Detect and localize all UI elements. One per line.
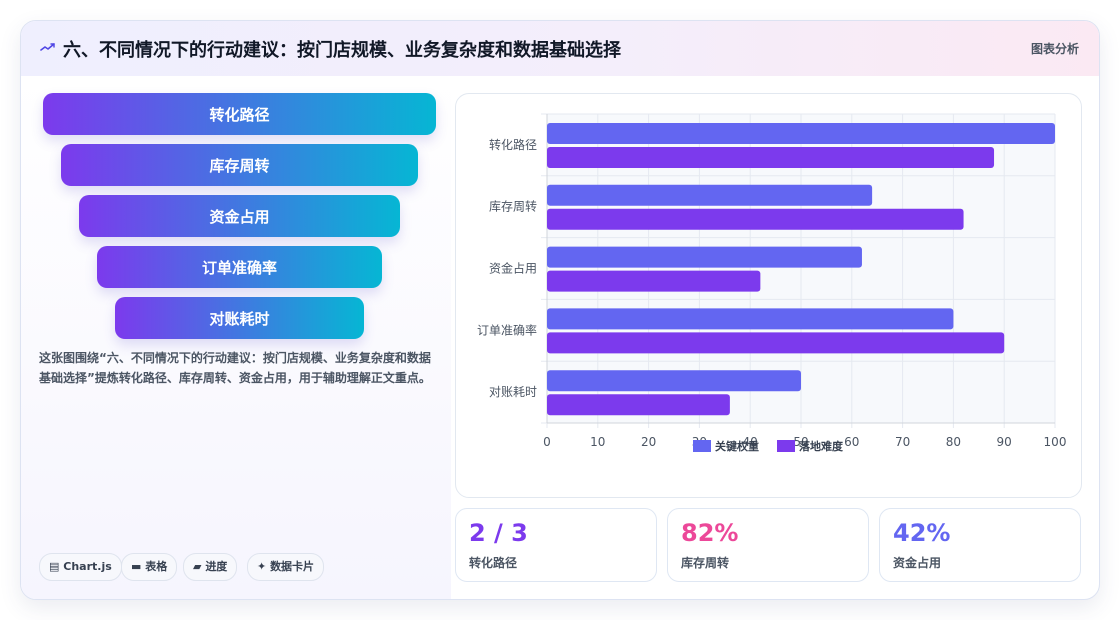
chart-icon: ▤ (49, 560, 60, 573)
trend-line-icon (40, 43, 55, 51)
bar-chart-panel: 0102030405060708090100转化路径库存周转资金占用订单准确率对… (455, 93, 1082, 498)
kpi-card-1: 2 / 3 转化路径 (455, 508, 657, 582)
x-tick-label: 60 (844, 435, 859, 449)
bar-difficulty (547, 394, 730, 416)
chip-progress[interactable]: ▰ 进度 (183, 553, 238, 581)
kpi-value: 42% (893, 519, 951, 547)
y-tick-label: 对账耗时 (489, 385, 537, 399)
bar-chart: 0102030405060708090100转化路径库存周转资金占用订单准确率对… (477, 113, 1067, 453)
kpi-label: 转化路径 (469, 556, 518, 570)
x-tick-label: 80 (946, 435, 961, 449)
funnel-step-1: 转化路径 (43, 93, 436, 135)
kpi-label: 资金占用 (893, 556, 942, 570)
bar-weight (547, 123, 1055, 144)
bar-weight (547, 308, 954, 330)
bar-difficulty (547, 332, 1005, 354)
funnel-step-5: 对账耗时 (115, 297, 364, 339)
table-icon: ▬ (131, 560, 142, 573)
page-title: 六、不同情况下的行动建议：按门店规模、业务复杂度和数据基础选择 (63, 40, 621, 61)
chip-chartjs[interactable]: ▤ Chart.js (39, 553, 122, 581)
x-tick-label: 20 (641, 435, 656, 449)
kpi-value: 2 / 3 (469, 519, 528, 547)
chart-description: 这张图围绕“六、不同情况下的行动建议：按门店规模、业务复杂度和数据基础选择”提炼… (39, 351, 431, 385)
x-tick-label: 100 (1044, 435, 1067, 449)
progress-icon: ▰ (193, 560, 202, 573)
bar-difficulty (547, 270, 761, 292)
funnel-step-3: 资金占用 (79, 195, 400, 237)
chip-label: 表格 (145, 560, 168, 573)
chip-data-card[interactable]: ✦ 数据卡片 (247, 553, 325, 581)
kpi-label: 库存周转 (681, 556, 730, 570)
legend-swatch (693, 440, 711, 452)
chip-label: Chart.js (63, 560, 112, 573)
chip-table[interactable]: ▬ 表格 (121, 553, 178, 581)
funnel-step-4: 订单准确率 (97, 246, 382, 288)
x-tick-label: 40 (743, 435, 758, 449)
chip-label: 数据卡片 (270, 560, 315, 573)
legend-label: 落地难度 (799, 439, 844, 453)
chip-label: 进度 (205, 560, 228, 573)
x-tick-label: 50 (793, 435, 808, 449)
x-tick-label: 10 (590, 435, 605, 449)
y-tick-label: 库存周转 (489, 199, 537, 214)
bar-weight (547, 184, 873, 206)
kpi-value: 82% (681, 519, 739, 547)
bar-weight (547, 246, 862, 268)
report-card: 六、不同情况下的行动建议：按门店规模、业务复杂度和数据基础选择 图表分析 转化路… (20, 20, 1100, 600)
y-tick-label: 转化路径 (489, 137, 537, 152)
y-tick-label: 资金占用 (489, 261, 537, 276)
legend-swatch (777, 440, 795, 452)
chart-analysis-tag: 图表分析 (1030, 42, 1079, 56)
sparkle-icon: ✦ (257, 560, 267, 573)
kpi-card-2: 82% 库存周转 (667, 508, 869, 582)
bar-weight (547, 370, 801, 392)
x-tick-label: 0 (543, 435, 551, 449)
funnel-step-2: 库存周转 (61, 144, 418, 186)
x-tick-label: 90 (997, 435, 1012, 449)
kpi-card-3: 42% 资金占用 (879, 508, 1081, 582)
y-tick-label: 订单准确率 (477, 322, 537, 337)
bar-difficulty (547, 147, 995, 168)
x-tick-label: 70 (895, 435, 910, 449)
card-header: 六、不同情况下的行动建议：按门店规模、业务复杂度和数据基础选择 图表分析 (21, 21, 1099, 76)
legend-label: 关键权重 (715, 439, 759, 453)
bar-difficulty (547, 208, 964, 230)
left-panel: 转化路径 库存周转 资金占用 订单准确率 对账耗时 这张图围绕“六、不同情况下的… (21, 76, 451, 599)
